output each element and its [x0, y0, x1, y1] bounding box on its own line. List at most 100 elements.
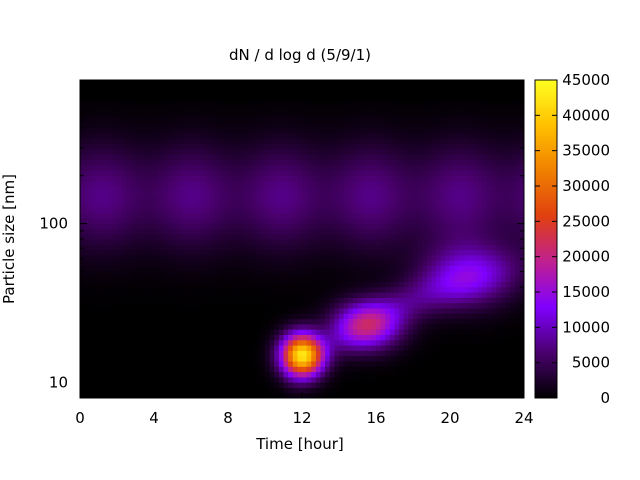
heatmap-cell [246, 90, 252, 97]
heatmap-cell [320, 191, 326, 198]
heatmap-cell [121, 302, 127, 309]
heatmap-cell [172, 313, 178, 320]
heatmap-cell [422, 239, 428, 245]
heatmap-cell [195, 233, 201, 240]
heatmap-cell [191, 281, 197, 288]
heatmap-cell [121, 228, 127, 235]
heatmap-cell [389, 180, 396, 187]
heatmap-cell [306, 233, 312, 240]
heatmap-cell [214, 127, 220, 134]
heatmap-cell [98, 292, 104, 298]
heatmap-cell [440, 95, 446, 102]
heatmap-cell [352, 127, 359, 134]
heatmap-cell [214, 90, 220, 97]
heatmap-cell [228, 133, 234, 139]
heatmap-cell [348, 313, 354, 320]
heatmap-cell [181, 154, 187, 161]
heatmap-cell [454, 143, 460, 150]
heatmap-cell [320, 85, 326, 92]
heatmap-cell [315, 313, 322, 320]
heatmap-cell [121, 201, 127, 208]
heatmap-cell [283, 260, 289, 267]
heatmap-cell [191, 339, 197, 346]
heatmap-cell [297, 387, 303, 394]
heatmap-cell [103, 345, 109, 351]
heatmap-cell [297, 117, 303, 123]
heatmap-cell [163, 117, 169, 123]
heatmap-cell [163, 292, 169, 298]
heatmap-cell [334, 95, 340, 102]
heatmap-cell [450, 90, 456, 97]
heatmap-cell [103, 111, 109, 118]
heatmap-cell [130, 133, 137, 139]
heatmap-cell [343, 90, 349, 97]
heatmap-cell [315, 95, 322, 102]
heatmap-cell [228, 154, 234, 161]
heatmap-cell [325, 207, 331, 214]
heatmap-cell [436, 345, 442, 351]
heatmap-cell [348, 122, 354, 129]
heatmap-cell [320, 207, 326, 214]
heatmap-cell [311, 138, 317, 145]
heatmap-cell [177, 196, 183, 203]
heatmap-cell [403, 164, 409, 171]
heatmap-cell [320, 239, 326, 245]
heatmap-cell [283, 387, 289, 394]
heatmap-cell [399, 154, 405, 161]
heatmap-cell [204, 339, 211, 346]
heatmap-cell [209, 143, 215, 150]
heatmap-cell [214, 339, 220, 346]
heatmap-cell [459, 239, 465, 245]
heatmap-cell [459, 180, 465, 187]
heatmap-cell [417, 265, 423, 272]
heatmap-cell [357, 196, 363, 203]
heatmap-cell [463, 329, 470, 335]
heatmap-cell [348, 186, 354, 192]
heatmap-cell [348, 111, 354, 118]
heatmap-cell [445, 196, 451, 203]
heatmap-cell [366, 212, 372, 219]
heatmap-cell [260, 101, 266, 108]
heatmap-cell [269, 392, 275, 398]
heatmap-cell [389, 154, 396, 161]
heatmap-cell [315, 366, 322, 373]
heatmap-cell [103, 207, 109, 214]
heatmap-cell [200, 133, 206, 139]
heatmap-cell [154, 254, 160, 261]
heatmap-cell [80, 345, 86, 351]
heatmap-cell [445, 111, 451, 118]
heatmap-cell [232, 334, 238, 341]
heatmap-cell [380, 360, 386, 367]
heatmap-cell [334, 297, 340, 304]
heatmap-cell [172, 196, 178, 203]
heatmap-cell [200, 249, 206, 256]
heatmap-cell [246, 159, 252, 166]
heatmap-cell [399, 339, 405, 346]
heatmap-cell [357, 329, 363, 335]
heatmap-cell [376, 201, 382, 208]
heatmap-cell [325, 345, 331, 351]
heatmap-cell [459, 286, 465, 293]
heatmap-cell [274, 159, 280, 166]
heatmap-cell [426, 201, 433, 208]
heatmap-cell [352, 302, 359, 309]
heatmap-cell [362, 323, 368, 330]
heatmap-cell [93, 366, 100, 373]
heatmap-cell [283, 371, 289, 378]
heatmap-cell [177, 180, 183, 187]
heatmap-cell [260, 297, 266, 304]
heatmap-cell [403, 196, 409, 203]
heatmap-cell [362, 207, 368, 214]
heatmap-cell [84, 334, 90, 341]
heatmap-cell [320, 350, 326, 357]
heatmap-cell [117, 217, 123, 224]
heatmap-cell [80, 286, 86, 293]
heatmap-cell [371, 281, 377, 288]
heatmap-cell [413, 366, 419, 373]
heatmap-cell [126, 212, 132, 219]
heatmap-cell [459, 318, 465, 325]
heatmap-cell [223, 143, 229, 150]
heatmap-cell [362, 159, 368, 166]
heatmap-cell [154, 80, 160, 86]
heatmap-cell [348, 334, 354, 341]
